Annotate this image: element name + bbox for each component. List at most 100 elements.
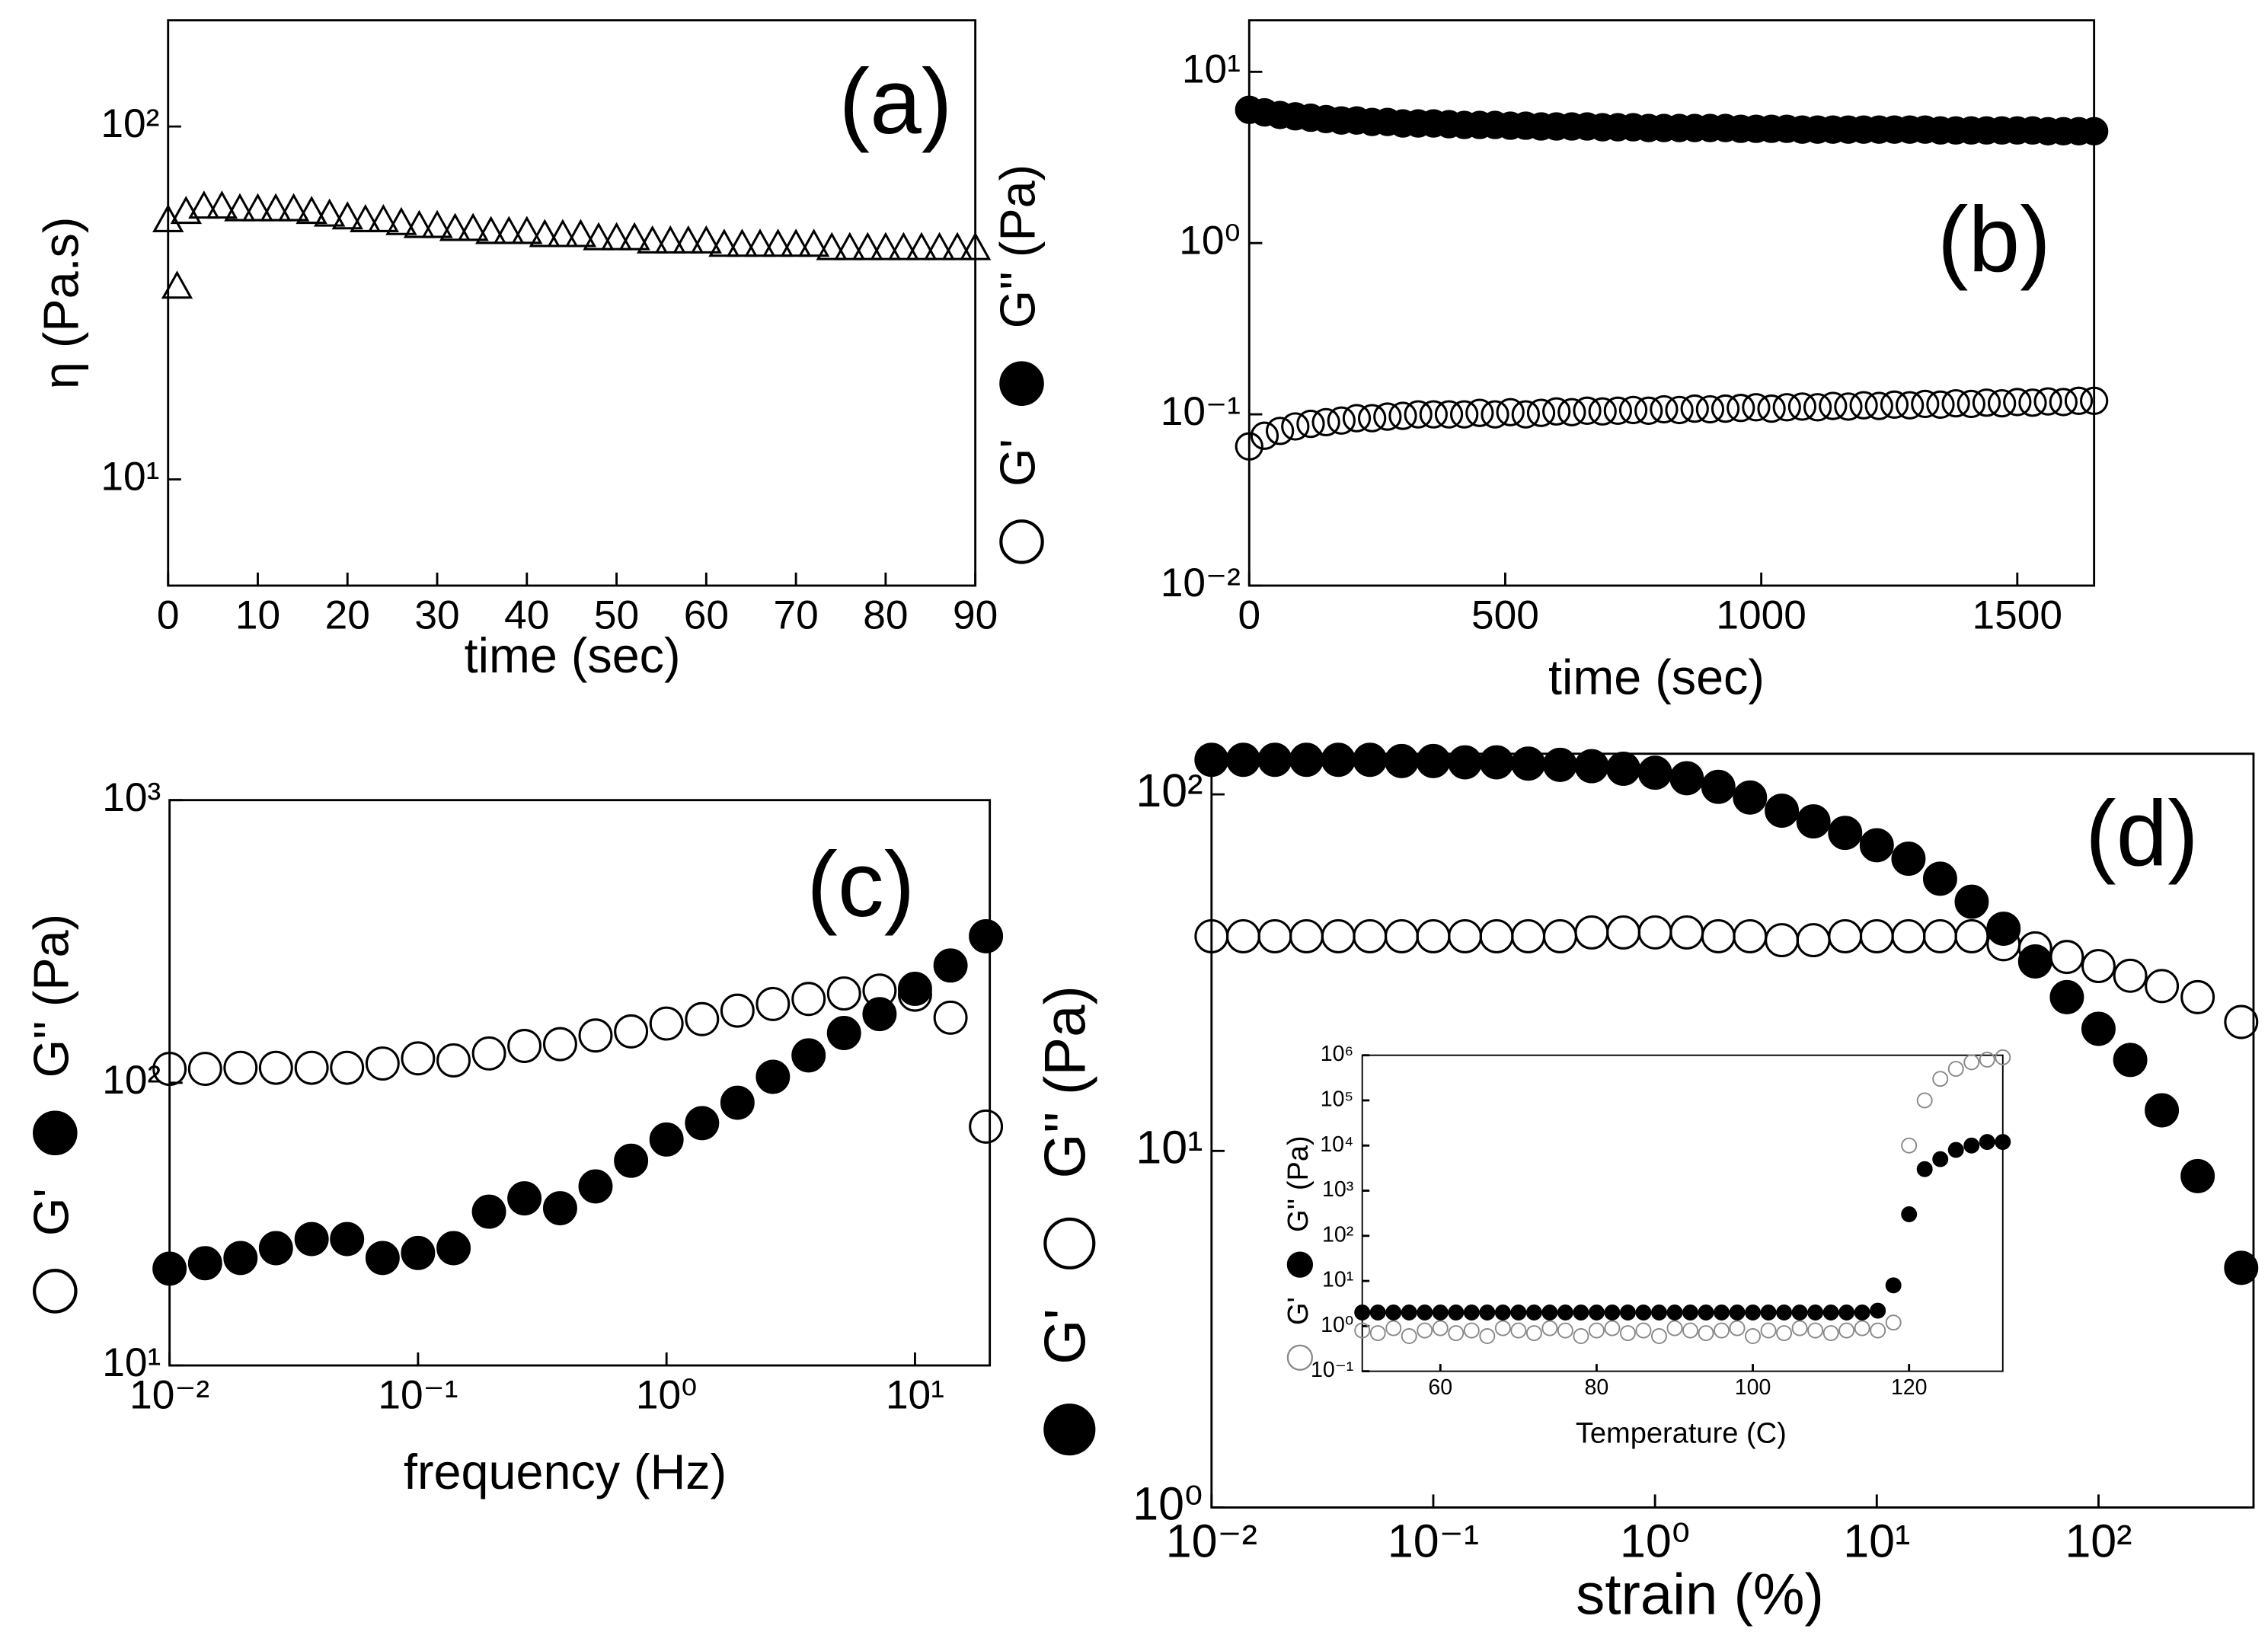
data-point (685, 1001, 720, 1036)
data-point (1194, 742, 1229, 778)
x-tick-label: 80 (1585, 1375, 1609, 1400)
data-point (2081, 949, 2116, 984)
data-point (1225, 742, 1260, 778)
data-point (1588, 397, 1617, 426)
data-point (816, 232, 848, 260)
data-point (493, 216, 525, 244)
data-point (1807, 1322, 1824, 1339)
data-point (744, 228, 776, 257)
data-point (1733, 780, 1768, 815)
data-point (1745, 1305, 1762, 1320)
data-point (547, 219, 579, 247)
x-tick-label: 10¹ (1843, 1515, 1910, 1566)
data-point (1401, 1328, 1417, 1344)
data-point (367, 203, 400, 232)
data-point (1619, 1325, 1636, 1342)
data-point (1963, 1137, 1980, 1154)
x-tick-label: 10⁻¹ (378, 1373, 458, 1418)
data-point (401, 1041, 436, 1076)
x-tick-label: 80 (863, 593, 908, 638)
legend: G' G'' (Pa) (1033, 985, 1097, 1456)
panel-title: (d) (2085, 781, 2199, 885)
data-point (1385, 1305, 1402, 1320)
x-tick-label: 10⁻¹ (1388, 1515, 1479, 1566)
legend-marker (1043, 1217, 1096, 1269)
data-point (330, 1050, 365, 1085)
data-point (1859, 918, 1894, 953)
data-point (1321, 742, 1356, 778)
data-point (1901, 1137, 1918, 1154)
data-point (720, 993, 755, 1028)
data-point (1557, 1322, 1573, 1339)
data-point (1321, 918, 1356, 953)
data-point (791, 982, 826, 1017)
x-axis-label: frequency (Hz) (404, 1444, 727, 1499)
data-point (649, 1122, 684, 1157)
data-point (187, 1052, 222, 1087)
data-point (529, 219, 561, 247)
y-tick-label: 10⁵ (1321, 1087, 1354, 1112)
data-point (260, 193, 292, 222)
data-point (780, 228, 812, 257)
data-point (542, 1191, 577, 1226)
data-point (1711, 394, 1740, 423)
y-axis-label: (Pa) (1283, 1135, 1314, 1190)
data-point (1369, 1305, 1386, 1320)
data-point (258, 1231, 293, 1266)
x-tick-label: 50 (594, 593, 639, 638)
data-point (1714, 1322, 1730, 1339)
data-point (1257, 742, 1292, 778)
data-point (1947, 1061, 1964, 1078)
data-point (1354, 1305, 1371, 1320)
data-point (2003, 388, 2032, 417)
y-tick-label: 10² (102, 1058, 161, 1103)
x-tick-label: 20 (325, 593, 370, 638)
data-point (330, 1221, 365, 1257)
data-point (1479, 745, 1514, 780)
x-tick-label: 100 (1735, 1375, 1771, 1400)
legend-label: G'' (1033, 1111, 1097, 1178)
data-point (277, 193, 310, 222)
data-point (583, 222, 615, 251)
data-point (1727, 394, 1755, 423)
data-point (1588, 1305, 1605, 1320)
data-point (1807, 1305, 1824, 1320)
data-point (2049, 388, 2078, 417)
data-point (2081, 1011, 2116, 1046)
data-point (1916, 1161, 1933, 1177)
data-point (1419, 400, 1448, 429)
data-point (1541, 1305, 1558, 1320)
legend-marker (1286, 1251, 1314, 1278)
x-tick-label: 1000 (1716, 593, 1806, 638)
data-point (1776, 1305, 1793, 1320)
data-point (1542, 747, 1577, 782)
data-point (1357, 404, 1387, 433)
data-point (1870, 1322, 1886, 1339)
data-point (959, 232, 992, 260)
data-point (542, 1027, 577, 1062)
data-point (720, 1085, 755, 1120)
data-point (1733, 918, 1768, 953)
legend-marker (999, 519, 1044, 564)
x-tick-label: 30 (414, 593, 459, 638)
data-point (1947, 1142, 1964, 1158)
data-point (1448, 1305, 1465, 1320)
data-point (1776, 1325, 1793, 1342)
data-point (755, 986, 791, 1021)
data-point (2224, 1250, 2259, 1285)
x-axis-label: Temperature (C) (1576, 1417, 1787, 1449)
data-point (385, 206, 417, 235)
data-point (1859, 828, 1894, 863)
data-point (365, 1046, 400, 1081)
data-point (1666, 1305, 1683, 1320)
data-point (403, 209, 436, 238)
data-point (2145, 969, 2180, 1004)
data-point (1604, 1305, 1621, 1320)
data-point (295, 196, 327, 225)
data-point (1573, 396, 1602, 425)
data-point (797, 228, 830, 257)
data-point (1695, 394, 1725, 424)
data-point (969, 1109, 1004, 1144)
y-tick-label: 10⁰ (1132, 1478, 1203, 1530)
data-point (1353, 742, 1388, 778)
